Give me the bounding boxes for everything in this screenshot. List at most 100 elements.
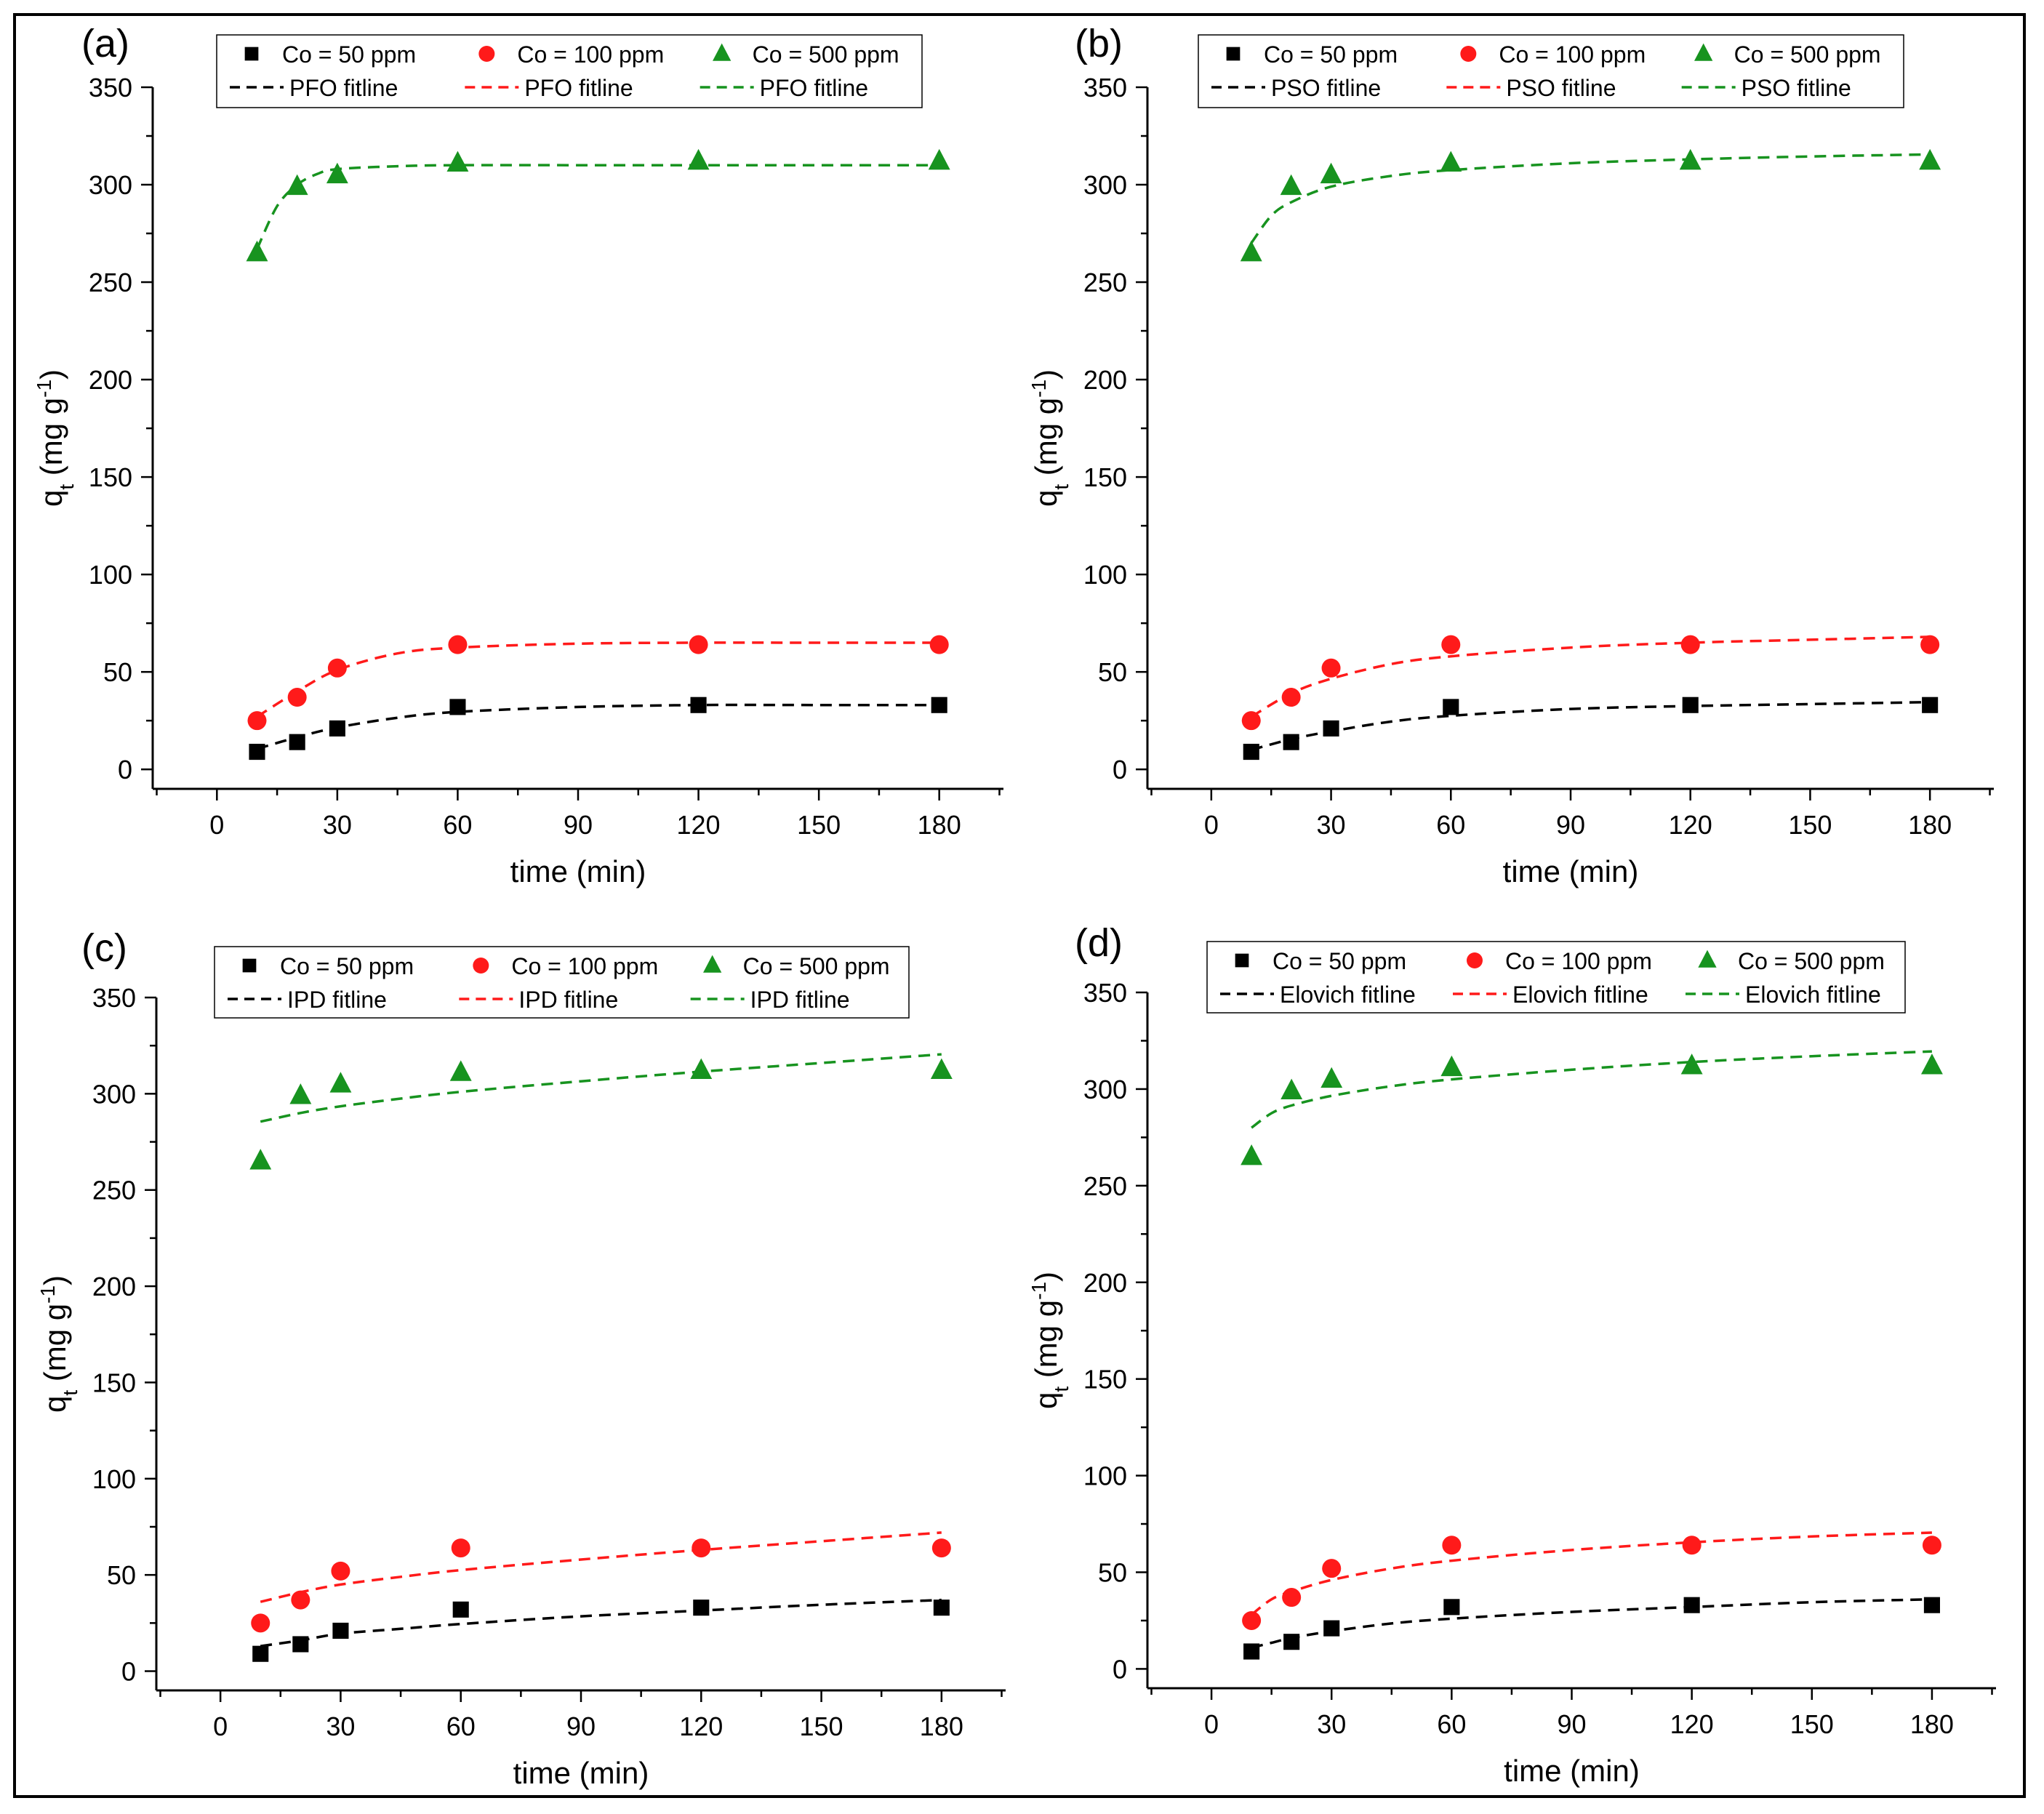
y-tick-label: 0 [118, 755, 132, 784]
y-tick-label: 300 [89, 170, 132, 200]
data-point-circle [1241, 711, 1261, 731]
data-point-square [292, 1636, 309, 1653]
data-point-square [1922, 697, 1939, 713]
legend-fit-label: PSO fitline [1742, 75, 1851, 101]
x-tick-label: 30 [1317, 1709, 1346, 1739]
x-tick-label: 60 [446, 1711, 476, 1741]
x-tick-label: 180 [918, 810, 961, 840]
y-axis-title-close: ) [1029, 369, 1063, 380]
data-point-square [1682, 697, 1699, 713]
legend-marker-triangle [713, 43, 732, 61]
y-axis-title-main: q [38, 1396, 72, 1413]
data-point-square [1283, 1634, 1300, 1650]
panel-label: (b) [1075, 22, 1123, 65]
data-point-triangle [1320, 162, 1342, 184]
data-point-triangle [687, 148, 710, 170]
y-tick-label: 300 [1083, 1075, 1127, 1104]
legend: Co = 50 ppm Co = 100 ppm Co = 500 ppm IPD f… [214, 946, 910, 1019]
legend-marker-square [1235, 953, 1249, 968]
y-axis-title-close: ) [1029, 1272, 1063, 1282]
data-point-circle [931, 1538, 951, 1558]
y-tick-label: 250 [1083, 268, 1127, 297]
y-tick-label: 50 [107, 1560, 136, 1590]
data-point-triangle [928, 148, 950, 170]
data-point-triangle [1680, 1054, 1703, 1075]
figure-frame [13, 13, 2026, 1798]
data-point-triangle [289, 1083, 312, 1104]
legend-marker-circle [478, 46, 495, 62]
data-point-circle [247, 711, 267, 731]
y-tick-label: 350 [1083, 73, 1127, 103]
x-axis-title: time (min) [513, 1756, 649, 1790]
data-point-triangle [286, 174, 308, 196]
data-point-circle [1682, 1536, 1702, 1555]
chart-panel-b: 0 30 60 90 120 150 180 0 50 100 150 200 250 300 350 tim… [1027, 22, 1994, 888]
y-tick-label: 350 [92, 983, 136, 1013]
fit-line-pso-fitline-0 [1251, 700, 1931, 752]
x-tick-label: 180 [920, 1711, 963, 1741]
y-axis-title-unit_open: (mg g [1029, 1300, 1063, 1386]
data-point-circle [929, 635, 949, 654]
legend-marker-square [244, 47, 259, 61]
data-point-triangle [1440, 1055, 1463, 1077]
legend-label: Co = 100 ppm [1505, 948, 1652, 974]
data-point-square [1243, 744, 1259, 760]
y-tick-label: 50 [1098, 1558, 1127, 1588]
chart-panel-a: 0 30 60 90 120 150 180 0 50 100 150 200 250 300 350 tim… [33, 22, 1003, 888]
data-point-square [329, 720, 345, 737]
legend-marker-circle [473, 958, 489, 974]
data-point-square [452, 1601, 469, 1618]
legend-fit-label: IPD fitline [750, 987, 850, 1013]
legend-box [214, 946, 910, 1019]
data-point-square [1443, 1599, 1460, 1616]
y-axis-title: qt (mg g-1) [33, 369, 78, 507]
data-point-triangle [690, 1058, 713, 1080]
x-axis-title: time (min) [510, 854, 646, 888]
legend-box [1206, 941, 1906, 1014]
data-point-square [249, 744, 265, 760]
x-tick-label: 120 [677, 810, 721, 840]
fit-line-elovich-fitline-1 [1251, 1531, 1932, 1616]
legend-marker-square [1226, 47, 1241, 61]
data-point-square [690, 697, 707, 713]
data-point-circle [327, 658, 347, 678]
data-point-triangle [1320, 1067, 1343, 1088]
y-tick-label: 0 [1113, 755, 1127, 784]
y-tick-label: 100 [1083, 560, 1127, 590]
y-axis-title: qt (mg g-1) [1027, 369, 1073, 507]
data-point-triangle [249, 1149, 272, 1170]
legend-marker-square [242, 958, 257, 973]
legend-marker-triangle [1694, 43, 1713, 61]
y-axis-title-close: ) [38, 1275, 72, 1285]
legend: Co = 50 ppm Co = 100 ppm Co = 500 ppm PSO f… [1198, 34, 1904, 108]
legend-fit-label: PFO fitline [524, 75, 633, 101]
data-point-circle [692, 1538, 711, 1558]
legend-fit-label: Elovich fitline [1280, 982, 1416, 1008]
y-tick-label: 300 [92, 1079, 136, 1109]
data-point-circle [1321, 658, 1341, 678]
y-tick-label: 150 [92, 1368, 136, 1397]
data-point-square [931, 697, 947, 713]
y-axis-title-unit_open: (mg g [1029, 398, 1063, 484]
x-tick-label: 60 [1436, 810, 1465, 840]
x-axis-title: time (min) [1504, 1754, 1640, 1788]
y-axis-title-main: q [1029, 1392, 1063, 1409]
fit-line-pfo-fitline-1 [256, 641, 939, 718]
y-tick-label: 50 [103, 657, 132, 687]
data-point-circle [291, 1590, 310, 1610]
y-tick-label: 250 [92, 1176, 136, 1205]
legend-fit-label: PSO fitline [1271, 75, 1381, 101]
data-point-circle [1322, 1559, 1342, 1578]
legend: Co = 50 ppm Co = 100 ppm Co = 500 ppm Elovi… [1206, 941, 1906, 1014]
data-point-triangle [1241, 1144, 1263, 1165]
chart-panel-c: 0 30 60 90 120 150 180 0 50 100 150 200 250 300 350 tim… [36, 926, 1006, 1790]
legend-marker-triangle [1698, 950, 1717, 968]
data-point-circle [689, 635, 708, 654]
data-point-triangle [1280, 1078, 1303, 1100]
y-tick-label: 200 [1083, 365, 1127, 395]
y-axis-title-unit_open: (mg g [38, 1304, 72, 1390]
fit-line-pso-fitline-1 [1250, 635, 1931, 718]
x-tick-label: 30 [323, 810, 352, 840]
legend-fit-label: IPD fitline [518, 987, 618, 1013]
x-tick-label: 150 [1790, 1709, 1834, 1739]
